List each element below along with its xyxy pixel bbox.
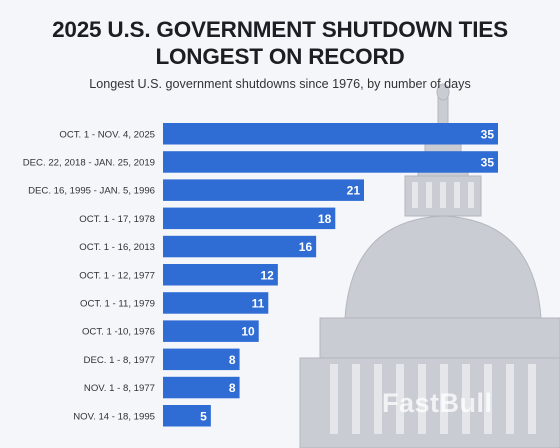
bar <box>163 151 498 173</box>
bar-value-label: 8 <box>229 381 236 395</box>
bar-value-label: 35 <box>481 127 495 141</box>
chart-title: 2025 U.S. GOVERNMENT SHUTDOWN TIES LONGE… <box>0 16 560 70</box>
category-label: OCT. 1 - 11, 1979 <box>80 298 155 309</box>
bar-value-label: 12 <box>260 268 274 282</box>
bar-value-label: 8 <box>229 353 236 367</box>
bar-value-label: 18 <box>318 212 332 226</box>
category-label: OCT. 1 - 17, 1978 <box>79 214 155 225</box>
category-label: OCT. 1 -10, 1976 <box>82 327 155 338</box>
bar-value-label: 16 <box>299 240 313 254</box>
category-label: DEC. 16, 1995 - JAN. 5, 1996 <box>28 186 155 197</box>
chart-title-line-1: 2025 U.S. GOVERNMENT SHUTDOWN TIES <box>52 17 508 42</box>
chart-subtitle: Longest U.S. government shutdowns since … <box>89 77 471 91</box>
category-label: NOV. 1 - 8, 1977 <box>84 383 155 394</box>
bar <box>163 207 336 230</box>
bar <box>163 264 278 286</box>
bar <box>163 376 240 399</box>
bar <box>163 320 259 342</box>
bar <box>163 292 269 314</box>
bar-value-label: 5 <box>200 409 207 423</box>
category-label: NOV. 14 - 18, 1995 <box>73 411 155 422</box>
category-label: OCT. 1 - 16, 2013 <box>79 242 155 253</box>
bar-value-label: 10 <box>241 325 255 339</box>
fastbull-watermark: FastBull <box>382 388 493 418</box>
bar <box>163 235 317 258</box>
category-label: DEC. 22, 2018 - JAN. 25, 2019 <box>23 157 155 168</box>
bar <box>163 123 498 145</box>
bar-value-label: 21 <box>347 184 361 198</box>
bar-value-label: 11 <box>252 296 265 310</box>
category-label: OCT. 1 - 12, 1977 <box>79 270 155 281</box>
bar <box>163 348 240 371</box>
category-label: OCT. 1 - NOV. 4, 2025 <box>59 129 155 140</box>
bar <box>163 179 364 201</box>
bar-value-label: 35 <box>481 155 495 169</box>
category-label: DEC. 1 - 8, 1977 <box>84 355 155 366</box>
chart-title-line-2: LONGEST ON RECORD <box>155 44 405 69</box>
bar <box>163 405 211 427</box>
